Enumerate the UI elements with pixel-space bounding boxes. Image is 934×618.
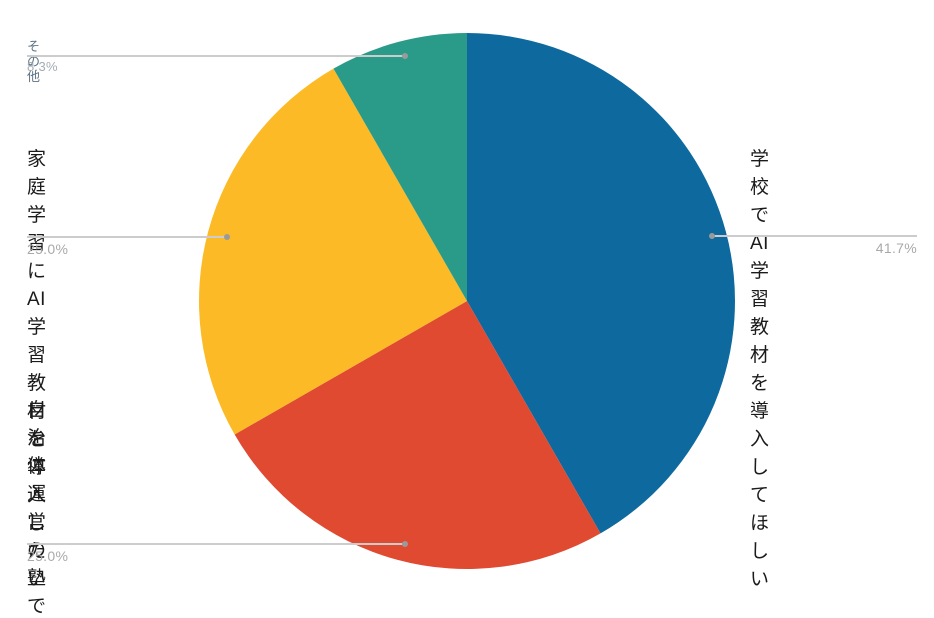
callout-school-label: 学校でAI学習 教材を導入して ほしい	[750, 149, 770, 590]
callout-other-leader-line	[27, 53, 408, 59]
callout-school-leader-line	[709, 233, 917, 239]
callout-municipal-anchor-dot	[402, 541, 408, 547]
callout-home-anchor-dot	[224, 234, 230, 240]
callout-other-percent: 8.3%	[27, 59, 58, 74]
callout-school-anchor-dot	[709, 233, 715, 239]
pie-slice-2[interactable]	[199, 68, 467, 435]
callout-other-anchor-dot	[402, 53, 408, 59]
callout-municipal-label: 自治体運営の 塾でAI学習教 材を利用できる ようにしてほし い	[27, 400, 47, 617]
callout-home-leader-line	[27, 234, 230, 240]
callout-school-percent: 41.7%	[875, 240, 917, 256]
pie-slice-3[interactable]	[333, 33, 467, 301]
pie-slice-0[interactable]	[467, 33, 735, 534]
pie	[199, 33, 735, 569]
callout-other-label: その他	[27, 39, 41, 84]
callout-municipal-leader-line	[27, 541, 408, 547]
callout-home-percent: 25.0%	[27, 241, 69, 257]
callout-home-label: 家庭学習にAI 学習教材を導 入したい	[27, 149, 47, 590]
callout-municipal-percent: 25.0%	[27, 548, 69, 564]
pie-slice-1[interactable]	[234, 301, 601, 569]
